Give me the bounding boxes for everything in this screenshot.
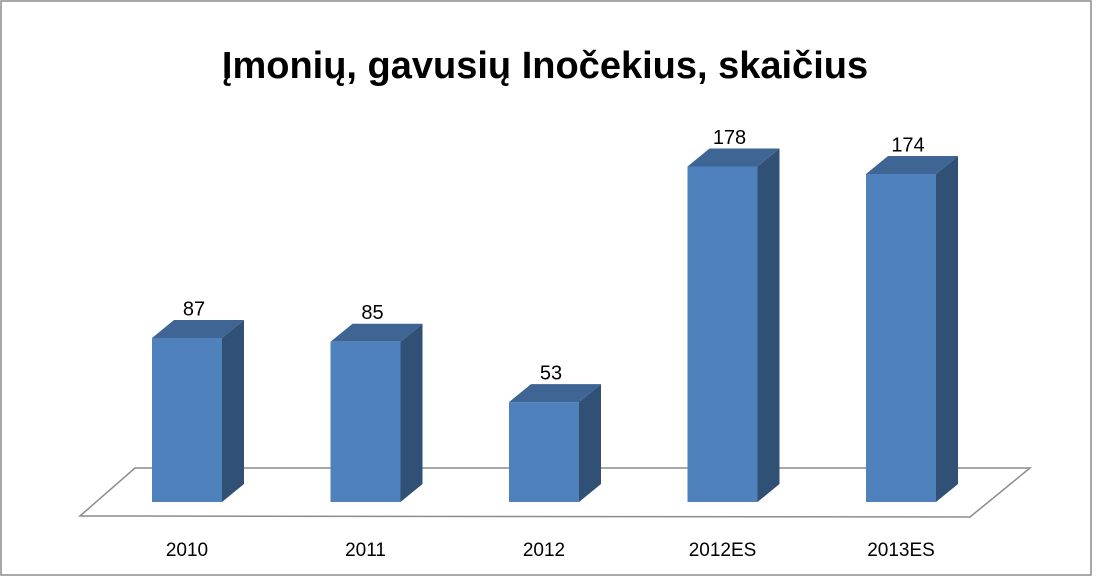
bar-side [400,323,423,502]
bar [509,402,579,502]
bar [687,166,758,502]
chart-title: Įmonių, gavusių Inočekius, skaičius [222,45,868,87]
data-label: 53 [540,362,562,384]
x-tick-label: 2012ES [689,540,757,561]
bar-top [509,384,601,403]
bar-top [152,320,244,339]
x-tick-label: 2011 [345,540,386,561]
data-label: 178 [713,127,746,149]
bar-side [222,320,244,502]
data-label: 85 [361,302,383,324]
bar [330,341,401,502]
x-tick-label: 2010 [166,540,208,561]
bar [152,338,222,502]
bar-side [579,384,601,502]
x-tick-label: 2013ES [867,540,935,561]
x-tick-label: 2012 [523,540,565,561]
bar-top [330,323,423,342]
data-label: 87 [183,298,205,320]
bar-side [757,148,780,502]
data-label: 174 [891,134,924,156]
bar-top [866,156,958,175]
bar [866,174,936,502]
bar-top [687,148,780,167]
bar-side [936,156,958,502]
